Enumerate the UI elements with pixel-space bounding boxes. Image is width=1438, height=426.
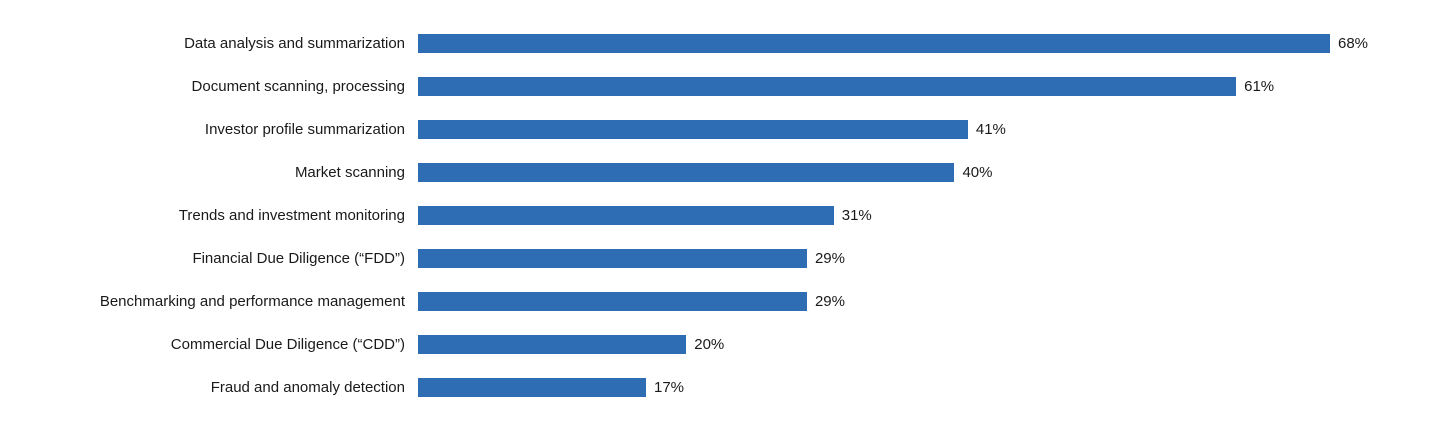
category-label: Data analysis and summarization: [184, 34, 405, 52]
bar: [418, 335, 687, 354]
category-label: Market scanning: [294, 163, 405, 181]
chart-row: Commercial Due Diligence (“CDD”) 20%: [0, 323, 1438, 366]
bar-area: 68%: [405, 34, 1438, 53]
chart-row: Document scanning, processing 61%: [0, 65, 1438, 108]
category-label: Financial Due Diligence (“FDD”): [192, 249, 405, 267]
value-label: 20%: [694, 336, 725, 353]
category-label: Fraud and anomaly detection: [210, 378, 405, 396]
bar: [418, 249, 807, 268]
bar-area: 41%: [405, 120, 1438, 139]
category-label: Commercial Due Diligence (“CDD”): [170, 335, 405, 353]
horizontal-bar-chart: Data analysis and summarization 68% Docume…: [0, 22, 1438, 409]
bar: [418, 378, 646, 397]
bar: [418, 34, 1330, 53]
bar-area: 40%: [405, 163, 1438, 182]
bar: [418, 77, 1237, 96]
chart-row: Fraud and anomaly detection 17%: [0, 366, 1438, 409]
category-label: Document scanning, processing: [191, 77, 405, 95]
value-label: 41%: [975, 121, 1006, 138]
bar: [418, 292, 807, 311]
chart-row: Trends and investment monitoring 31%: [0, 194, 1438, 237]
value-label: 40%: [962, 164, 993, 181]
chart-row: Data analysis and summarization 68%: [0, 22, 1438, 65]
value-label: 31%: [841, 207, 872, 224]
value-label: 29%: [814, 293, 845, 310]
bar: [418, 120, 968, 139]
bar-area: 61%: [405, 77, 1438, 96]
chart-row: Financial Due Diligence (“FDD”) 29%: [0, 237, 1438, 280]
bar-area: 20%: [405, 335, 1438, 354]
bar-area: 29%: [405, 292, 1438, 311]
bar-area: 17%: [405, 378, 1438, 397]
bar-area: 31%: [405, 206, 1438, 225]
bar: [418, 206, 834, 225]
chart-row: Market scanning 40%: [0, 151, 1438, 194]
category-label: Trends and investment monitoring: [178, 206, 405, 224]
value-label: 68%: [1338, 35, 1369, 52]
value-label: 61%: [1244, 78, 1275, 95]
value-label: 17%: [654, 379, 685, 396]
value-label: 29%: [814, 250, 845, 267]
category-label: Investor profile summarization: [204, 120, 405, 138]
category-label: Benchmarking and performance management: [99, 292, 405, 310]
chart-row: Investor profile summarization 41%: [0, 108, 1438, 151]
chart-row: Benchmarking and performance management 2…: [0, 280, 1438, 323]
bar: [418, 163, 955, 182]
bar-area: 29%: [405, 249, 1438, 268]
